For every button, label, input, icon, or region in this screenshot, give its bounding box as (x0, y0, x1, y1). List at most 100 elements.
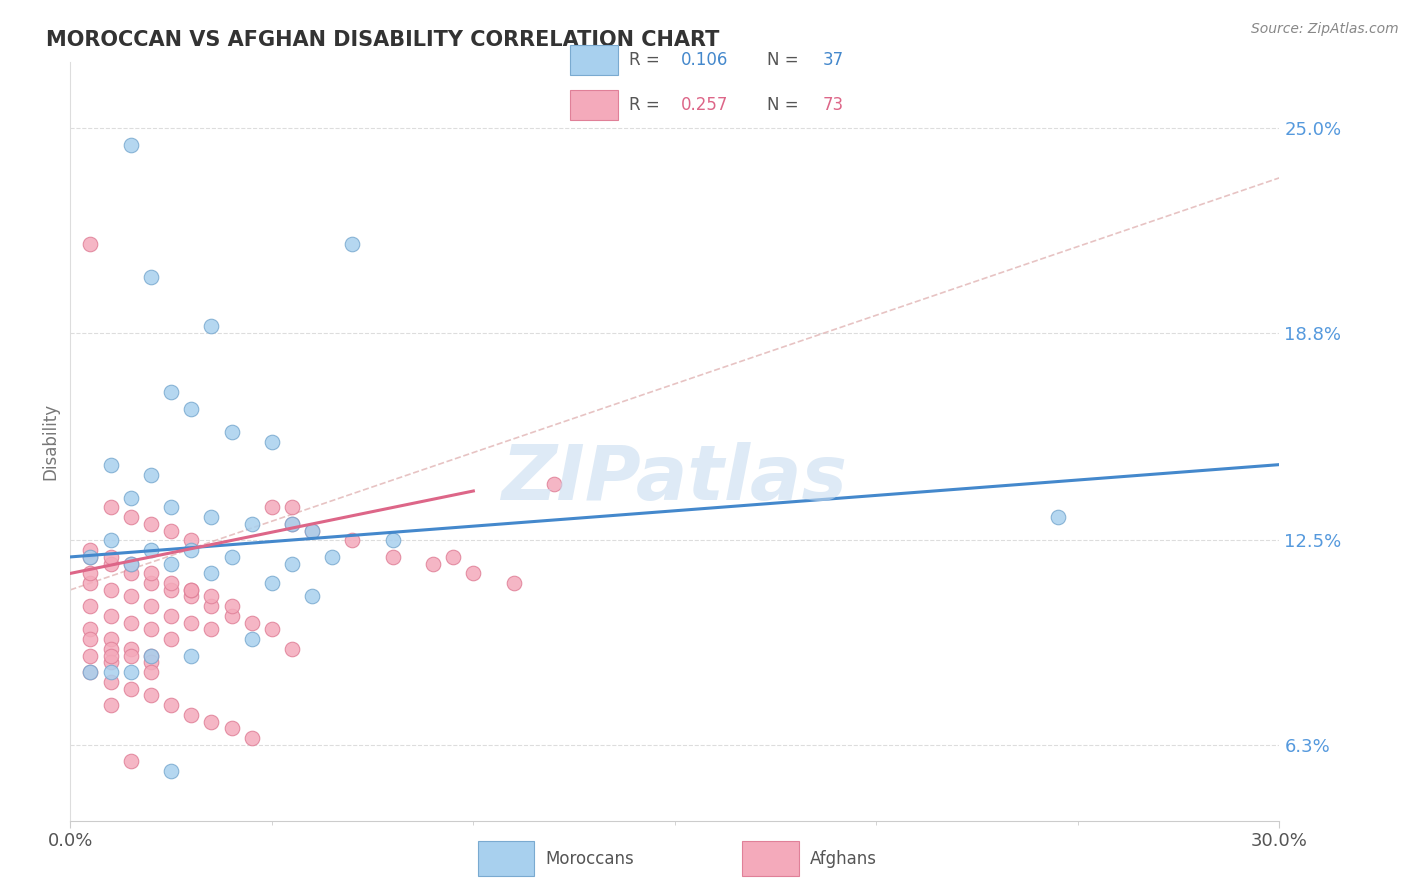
Point (381, 549, 404, 564)
Point (100, 665, 122, 680)
Text: 73: 73 (823, 96, 844, 114)
Point (100, 675, 122, 690)
Point (281, 516, 304, 531)
Point (321, 549, 343, 564)
Point (160, 576, 183, 591)
Point (180, 543, 202, 558)
Point (120, 648, 142, 663)
Point (160, 500, 183, 515)
Point (79, 648, 101, 663)
Point (240, 632, 263, 647)
Point (79, 236, 101, 251)
Point (441, 549, 464, 564)
Point (100, 698, 122, 713)
Text: Source: ZipAtlas.com: Source: ZipAtlas.com (1251, 22, 1399, 37)
Bar (478, 841, 534, 876)
Point (139, 543, 162, 558)
Point (281, 557, 304, 571)
Point (139, 665, 162, 680)
Point (120, 557, 142, 571)
Point (221, 722, 243, 736)
Text: R =: R = (630, 51, 665, 69)
Bar (571, 45, 617, 75)
Point (100, 557, 122, 571)
Point (139, 576, 162, 591)
Text: MOROCCAN VS AFGHAN DISABILITY CORRELATION CHART: MOROCCAN VS AFGHAN DISABILITY CORRELATIO… (46, 29, 720, 50)
Point (200, 623, 222, 637)
Point (180, 708, 202, 723)
Point (160, 524, 183, 538)
Text: N =: N = (768, 96, 804, 114)
Point (221, 425, 243, 439)
Text: 0.257: 0.257 (681, 96, 728, 114)
Point (301, 524, 323, 538)
Point (180, 648, 202, 663)
Point (160, 582, 183, 597)
Point (260, 623, 283, 637)
Point (260, 576, 283, 591)
Point (180, 582, 202, 597)
Point (120, 615, 142, 630)
Point (100, 632, 122, 647)
Point (180, 582, 202, 597)
Point (120, 590, 142, 604)
Point (342, 236, 364, 251)
Point (120, 137, 142, 152)
Point (240, 516, 263, 531)
Point (200, 590, 222, 604)
Point (342, 533, 364, 548)
Point (100, 549, 122, 564)
Point (100, 500, 122, 515)
Point (139, 648, 162, 663)
Point (139, 656, 162, 670)
Point (120, 491, 142, 505)
Y-axis label: Disability: Disability (41, 403, 59, 480)
Point (139, 648, 162, 663)
Point (200, 319, 222, 334)
Point (502, 576, 524, 591)
Point (200, 714, 222, 729)
Point (139, 467, 162, 482)
Point (160, 698, 183, 713)
Text: Afghans: Afghans (810, 849, 877, 868)
Point (260, 500, 283, 515)
Text: Moroccans: Moroccans (546, 849, 634, 868)
Point (120, 510, 142, 524)
Bar (571, 90, 617, 120)
Point (120, 566, 142, 581)
Point (79, 599, 101, 614)
Point (260, 434, 283, 449)
Point (100, 648, 122, 663)
Point (79, 566, 101, 581)
Point (200, 510, 222, 524)
Point (79, 665, 101, 680)
Point (160, 557, 183, 571)
Point (139, 599, 162, 614)
Point (100, 656, 122, 670)
Point (79, 576, 101, 591)
Point (120, 557, 142, 571)
Point (139, 689, 162, 703)
Point (463, 566, 485, 581)
Point (221, 609, 243, 624)
Point (79, 543, 101, 558)
Point (100, 533, 122, 548)
Point (79, 623, 101, 637)
Point (543, 477, 565, 491)
Bar (742, 841, 799, 876)
Point (160, 609, 183, 624)
Point (240, 731, 263, 746)
Point (160, 764, 183, 779)
Point (160, 385, 183, 400)
Point (79, 549, 101, 564)
Point (180, 590, 202, 604)
Point (120, 681, 142, 696)
Point (160, 632, 183, 647)
Point (221, 599, 243, 614)
Point (301, 590, 323, 604)
Point (240, 615, 263, 630)
Point (281, 642, 304, 657)
Point (120, 754, 142, 768)
Point (1046, 510, 1069, 524)
Point (200, 599, 222, 614)
